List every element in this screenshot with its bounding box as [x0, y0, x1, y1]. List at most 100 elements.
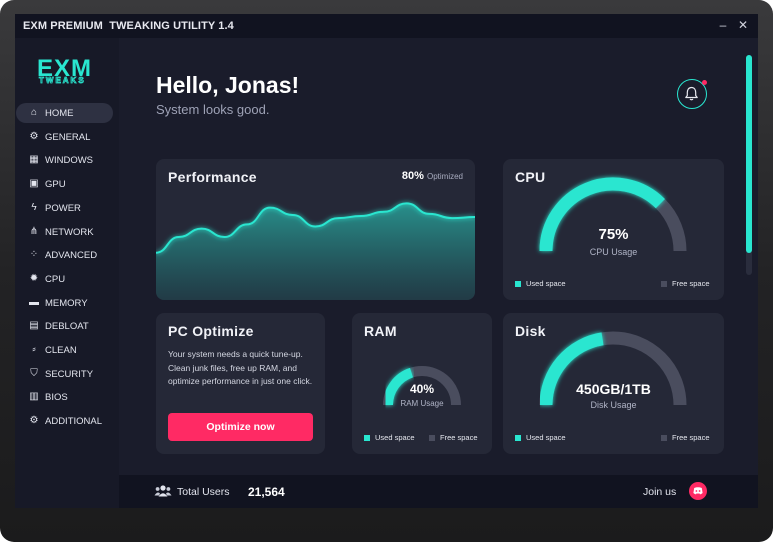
sidebar-item-cpu[interactable]: ✹ CPU — [16, 269, 113, 289]
optimize-description: Your system needs a quick tune-up. Clean… — [168, 349, 313, 386]
cpu-icon: ✹ — [29, 272, 39, 284]
disk-title: Disk — [515, 323, 546, 339]
sidebar-item-network[interactable]: ⋔ NETWORK — [16, 222, 113, 242]
ram-legend-used: Used space — [364, 433, 415, 442]
sidebar-item-label: GENERAL — [45, 131, 91, 143]
debloat-icon: ▤ — [29, 320, 39, 332]
sidebar-item-label: WINDOWS — [45, 155, 94, 167]
sidebar-item-home[interactable]: ⌂ HOME — [16, 103, 113, 123]
title-bar[interactable]: EXM PREMIUM TWEAKING UTILITY 1.4 – ✕ — [15, 14, 758, 38]
home-icon: ⌂ — [30, 107, 38, 118]
footer-bar: Total Users 21,564 Join us — [119, 475, 758, 508]
sidebar-item-label: ADDITIONAL — [45, 416, 103, 428]
close-button[interactable]: ✕ — [737, 18, 749, 32]
performance-area — [156, 203, 475, 300]
cpu-card: CPU 75% CPU Usage Used space Free space — [503, 159, 724, 300]
ram-title: RAM — [364, 323, 397, 339]
window-title: EXM PREMIUM TWEAKING UTILITY 1.4 — [23, 20, 234, 32]
scrollbar-thumb[interactable] — [746, 55, 752, 253]
notification-button[interactable] — [677, 79, 707, 109]
windows-icon: ▦ — [29, 154, 39, 166]
performance-percent: 80% Optimized — [402, 170, 463, 182]
sidebar-item-label: HOME — [45, 108, 74, 119]
minimize-button[interactable]: – — [719, 18, 727, 32]
gear-icon: ⚙ — [29, 130, 39, 142]
ram-value: 40% — [409, 382, 435, 396]
logo-tweaks: TWEAKS — [39, 76, 86, 86]
disk-gauge — [539, 331, 687, 406]
ram-gauge — [383, 366, 461, 406]
disk-legend-used: Used space — [515, 433, 566, 442]
sidebar-item-label: SECURITY — [45, 368, 94, 380]
ram-card: RAM 40% RAM Usage Used space Free space — [352, 313, 492, 454]
discord-icon — [693, 487, 703, 495]
sidebar-item-advanced[interactable]: ⁘ ADVANCED — [16, 245, 113, 265]
users-icon — [154, 485, 172, 497]
sidebar-item-label: CLEAN — [45, 345, 77, 356]
join-us-link[interactable]: Join us — [643, 486, 677, 498]
scrollbar[interactable] — [746, 55, 752, 275]
cpu-value: 75% — [598, 226, 629, 243]
cpu-gauge — [539, 177, 687, 252]
sidebar-item-security[interactable]: ⛉ SECURITY — [16, 364, 113, 384]
memory-icon: ▬ — [29, 296, 39, 308]
sidebar-item-label: GPU — [45, 179, 66, 191]
sidebar-item-memory[interactable]: ▬ MEMORY — [16, 293, 113, 313]
ram-gauge-used — [383, 367, 414, 406]
ram-legend-free: Free space — [429, 433, 478, 442]
notification-badge — [702, 80, 707, 85]
performance-title: Performance — [168, 169, 257, 185]
sidebar-item-label: BIOS — [45, 392, 68, 404]
sidebar-item-label: MEMORY — [45, 297, 88, 309]
performance-card: Performance 80% Optimized — [156, 159, 475, 300]
gear-icon: ⚙ — [29, 415, 39, 427]
broom-icon: ⸗ — [32, 344, 36, 355]
total-users-value: 21,564 — [248, 485, 285, 499]
gpu-icon: ▣ — [29, 178, 39, 190]
cpu-legend-free: Free space — [661, 279, 710, 288]
performance-chart — [156, 202, 475, 300]
network-icon: ⋔ — [29, 225, 39, 237]
sidebar-item-additional[interactable]: ⚙ ADDITIONAL — [16, 411, 113, 431]
cpu-label: CPU Usage — [589, 247, 638, 257]
disk-legend-free: Free space — [661, 433, 710, 442]
discord-button[interactable] — [689, 482, 707, 500]
sidebar-item-label: NETWORK — [45, 226, 94, 238]
app-window: EXM PREMIUM TWEAKING UTILITY 1.4 – ✕ EXM… — [15, 14, 758, 508]
cpu-legend-used: Used space — [515, 279, 566, 288]
optimize-card: PC Optimize Your system needs a quick tu… — [156, 313, 325, 454]
sidebar-item-gpu[interactable]: ▣ GPU — [16, 174, 113, 194]
sidebar-item-general[interactable]: ⚙ GENERAL — [16, 127, 113, 147]
bios-icon: ▥ — [29, 391, 39, 403]
sidebar-item-label: CPU — [45, 273, 66, 285]
sidebar-item-power[interactable]: ϟ POWER — [16, 198, 113, 218]
sidebar-item-label: POWER — [45, 202, 81, 214]
sidebar-item-clean[interactable]: ⸗ CLEAN — [16, 340, 113, 360]
bell-icon — [685, 86, 698, 101]
page-title: Hello, Jonas! — [156, 72, 300, 98]
cpu-gauge-used — [539, 177, 665, 252]
main-content: Hello, Jonas! System looks good. Perform… — [119, 38, 758, 508]
performance-percent-label: Optimized — [426, 172, 463, 181]
cpu-title: CPU — [515, 169, 546, 185]
sidebar: EXM TWEAKS ⌂ HOME ⚙ GENERAL ▦ WINDOWS ▣ GPU ϟ POW… — [15, 38, 119, 508]
sidebar-item-windows[interactable]: ▦ WINDOWS — [16, 150, 113, 170]
logo-exm: EXM — [37, 55, 93, 82]
sidebar-item-bios[interactable]: ▥ BIOS — [16, 387, 113, 407]
performance-line — [156, 202, 475, 254]
lightning-icon: ϟ — [31, 201, 37, 213]
disk-value: 450GB/1TB — [576, 381, 651, 397]
sidebar-item-debloat[interactable]: ▤ DEBLOAT — [16, 316, 113, 336]
nodes-icon: ⁘ — [29, 249, 39, 261]
disk-gauge-used — [539, 332, 604, 406]
disk-label: Disk Usage — [590, 400, 637, 410]
disk-card: Disk 450GB/1TB Disk Usage Used space Fre… — [503, 313, 724, 454]
optimize-title: PC Optimize — [168, 323, 254, 339]
optimize-now-button[interactable]: Optimize now — [168, 413, 313, 441]
ram-label: RAM Usage — [400, 399, 444, 408]
page-subtitle: System looks good. — [156, 102, 270, 117]
total-users-label: Total Users — [177, 486, 230, 498]
sidebar-item-label: DEBLOAT — [45, 321, 89, 333]
sidebar-item-label: ADVANCED — [45, 250, 98, 262]
performance-percent-value: 80% — [401, 170, 424, 182]
